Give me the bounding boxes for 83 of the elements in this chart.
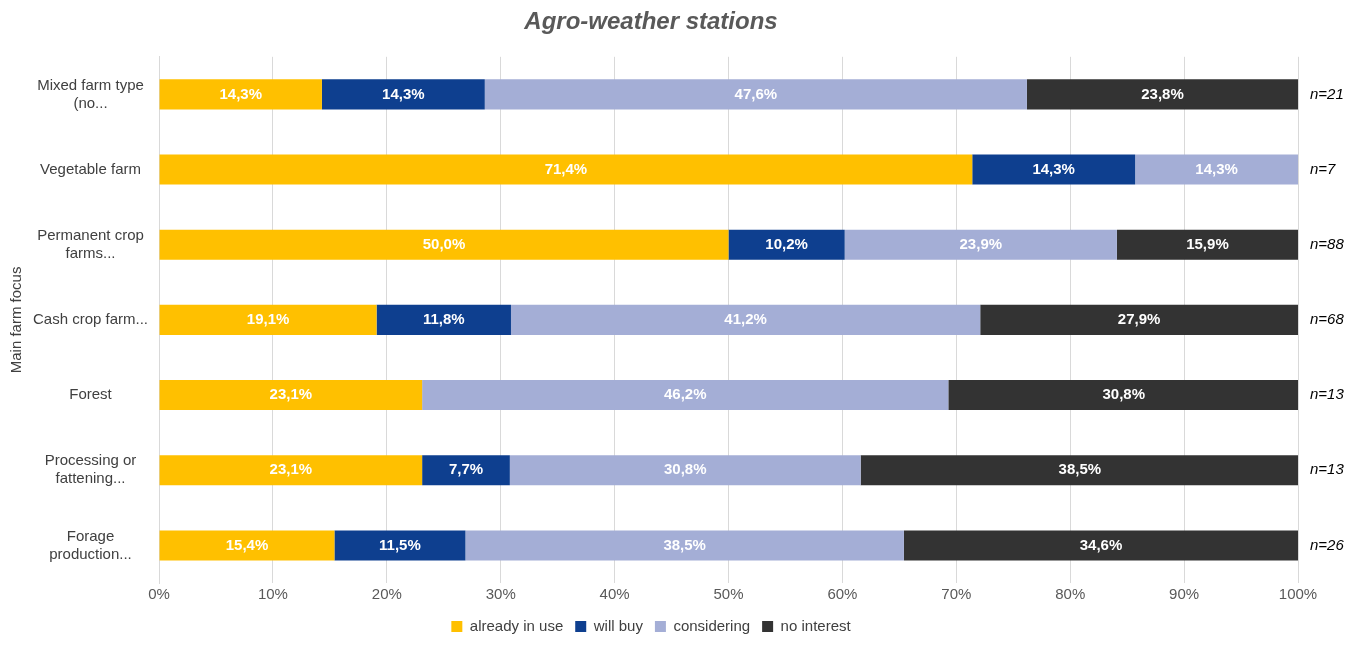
bar xyxy=(972,154,1136,185)
data-label: 14,3% xyxy=(1032,159,1075,177)
bar xyxy=(376,304,511,335)
bar xyxy=(159,79,322,110)
x-tick-label: 40% xyxy=(599,585,630,603)
bar xyxy=(903,530,1298,561)
data-label: 14,3% xyxy=(382,84,425,102)
data-label: 23,8% xyxy=(1141,84,1184,102)
x-tick-label: 0% xyxy=(148,585,170,603)
legend-label: will buy xyxy=(592,616,644,634)
bar xyxy=(728,229,845,260)
legend-label: no interest xyxy=(780,616,852,634)
y-axis-title: Main farm focus xyxy=(7,266,25,374)
bar xyxy=(334,530,466,561)
y-tick-label: Cash crop farm... xyxy=(32,310,149,328)
x-tick-label: 60% xyxy=(827,585,858,603)
data-label: 23,9% xyxy=(959,234,1003,252)
bar xyxy=(422,455,510,486)
data-label: 38,5% xyxy=(663,535,706,553)
bar xyxy=(159,229,729,260)
data-label: 46,2% xyxy=(663,385,707,403)
bar xyxy=(509,455,861,486)
data-label: 10,2% xyxy=(765,234,808,252)
text: n=26 xyxy=(1310,535,1345,553)
x-tick-label: 10% xyxy=(257,585,288,603)
data-label: 71,4% xyxy=(544,159,588,177)
bar xyxy=(159,154,973,185)
bar xyxy=(980,304,1298,335)
x-tick-label: 80% xyxy=(1055,585,1086,603)
text: n=88 xyxy=(1310,234,1345,252)
x-tick-label: 20% xyxy=(371,585,402,603)
data-label: 30,8% xyxy=(663,460,707,478)
y-tick-label: Processing or fattening... xyxy=(44,451,137,487)
data-label: 15,9% xyxy=(1186,234,1229,252)
data-label: 27,9% xyxy=(1117,310,1161,328)
legend-label: already in use xyxy=(469,616,564,634)
bar xyxy=(1026,79,1298,110)
data-label: 23,1% xyxy=(269,385,313,403)
data-label: 50,0% xyxy=(422,234,466,252)
bar xyxy=(321,79,485,110)
data-label: 19,1% xyxy=(246,310,290,328)
text: n=68 xyxy=(1310,310,1345,328)
y-tick-label: Forage production... xyxy=(49,526,132,562)
y-tick-label: Mixed farm type (no... xyxy=(37,75,144,111)
bar xyxy=(510,304,981,335)
text: n=21 xyxy=(1310,84,1344,102)
y-tick-label: Permanent crop farms... xyxy=(37,225,144,261)
bar xyxy=(1116,229,1298,260)
bar xyxy=(159,380,423,411)
bar xyxy=(422,380,949,411)
data-label: 15,4% xyxy=(225,535,269,553)
data-label: 34,6% xyxy=(1079,535,1123,553)
x-tick-label: 100% xyxy=(1278,585,1318,603)
bar xyxy=(159,530,335,561)
data-label: 47,6% xyxy=(734,84,778,102)
data-label: 30,8% xyxy=(1102,385,1146,403)
y-tick-label: Vegetable farm xyxy=(40,159,141,177)
bar xyxy=(465,530,904,561)
data-label: 14,3% xyxy=(219,84,262,102)
bar xyxy=(860,455,1298,486)
data-label: 7,7% xyxy=(448,460,484,478)
bar xyxy=(948,380,1298,411)
data-label: 41,2% xyxy=(724,310,767,328)
bar xyxy=(484,79,1027,110)
bar xyxy=(159,304,377,335)
x-tick-label: 50% xyxy=(713,585,744,603)
bar xyxy=(844,229,1117,260)
x-tick-label: 70% xyxy=(941,585,972,603)
text: n=13 xyxy=(1310,460,1345,478)
data-label: 11,8% xyxy=(422,310,465,328)
chart-title: Agro-weather stations xyxy=(523,7,778,35)
y-tick-label: Forest xyxy=(69,385,113,403)
x-tick-label: 90% xyxy=(1169,585,1200,603)
bar xyxy=(1135,154,1298,185)
text: n=7 xyxy=(1310,159,1337,177)
data-label: 11,5% xyxy=(379,535,421,553)
data-label: 38,5% xyxy=(1058,460,1102,478)
legend-label: considering xyxy=(673,616,751,634)
data-label: 14,3% xyxy=(1195,159,1238,177)
data-label: 23,1% xyxy=(269,460,313,478)
bar xyxy=(159,455,423,486)
x-tick-label: 30% xyxy=(485,585,516,603)
text: n=13 xyxy=(1310,385,1345,403)
